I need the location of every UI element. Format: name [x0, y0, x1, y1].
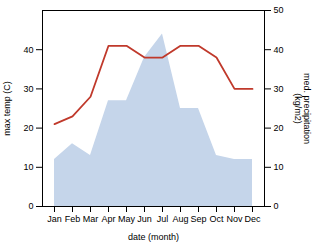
svg-text:Apr: Apr — [101, 214, 115, 224]
svg-text:May: May — [118, 214, 136, 224]
svg-text:max temp (C): max temp (C) — [2, 81, 12, 136]
svg-text:40: 40 — [274, 45, 284, 55]
svg-text:50: 50 — [274, 5, 284, 15]
svg-text:Aug: Aug — [172, 214, 188, 224]
svg-text:10: 10 — [23, 162, 33, 172]
svg-text:Jan: Jan — [47, 214, 62, 224]
svg-text:Feb: Feb — [65, 214, 81, 224]
svg-text:20: 20 — [23, 123, 33, 133]
svg-text:Oct: Oct — [209, 214, 224, 224]
svg-text:Nov: Nov — [226, 214, 243, 224]
svg-text:med. precipitation(kg/m2): med. precipitation(kg/m2) — [293, 73, 312, 144]
svg-text:20: 20 — [274, 123, 284, 133]
svg-text:0: 0 — [28, 201, 33, 211]
svg-text:Sep: Sep — [190, 214, 206, 224]
svg-text:30: 30 — [23, 84, 33, 94]
svg-text:Jul: Jul — [157, 214, 169, 224]
svg-text:Jun: Jun — [137, 214, 152, 224]
svg-text:Dec: Dec — [244, 214, 261, 224]
svg-text:10: 10 — [274, 162, 284, 172]
svg-text:0: 0 — [274, 201, 279, 211]
svg-text:30: 30 — [274, 84, 284, 94]
svg-text:Mar: Mar — [83, 214, 99, 224]
svg-text:40: 40 — [23, 45, 33, 55]
svg-text:date (month): date (month) — [128, 232, 179, 242]
